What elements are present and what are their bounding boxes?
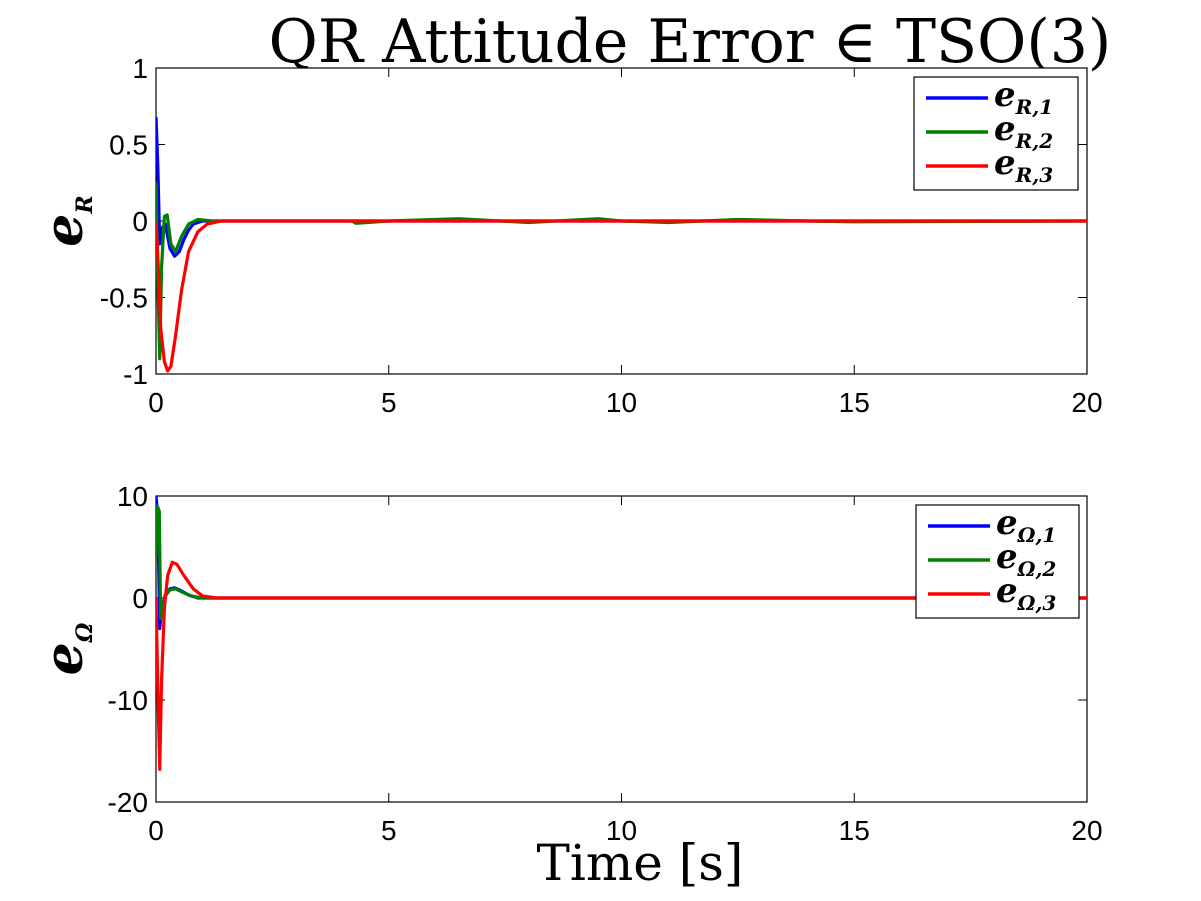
- legend-label: eΩ,2: [996, 537, 1056, 581]
- series-line-1: [156, 116, 1087, 258]
- series-line-2: [156, 504, 1087, 621]
- legend-label: eR,2: [994, 109, 1053, 153]
- x-tick-label: 15: [839, 387, 870, 418]
- legend-label: eR,1: [994, 75, 1053, 119]
- legend-label: eΩ,3: [996, 571, 1056, 615]
- figure-title: QR Attitude Error ∈ TSO(3): [269, 7, 1112, 77]
- x-tick-label: 0: [148, 387, 164, 418]
- x-axis-label: Time [s]: [537, 834, 744, 892]
- legend-label: eΩ,1: [996, 503, 1056, 547]
- x-tick-label: 20: [1071, 387, 1102, 418]
- legend-box: [913, 76, 1079, 191]
- y-tick-label: -10: [108, 685, 148, 716]
- y-tick-label: -1: [123, 359, 148, 390]
- x-tick-label: 10: [606, 815, 637, 846]
- x-tick-label: 10: [606, 387, 637, 418]
- y-axis-label: eR: [34, 195, 98, 246]
- y-tick-label: 1: [132, 53, 148, 84]
- y-tick-label: -20: [108, 787, 148, 818]
- x-tick-label: 0: [148, 815, 164, 846]
- x-tick-label: 5: [381, 387, 397, 418]
- y-tick-label: 0: [132, 583, 148, 614]
- legend: eR,1eR,2eR,3: [913, 75, 1079, 191]
- x-tick-label: 20: [1071, 815, 1102, 846]
- y-tick-label: -0.5: [100, 283, 148, 314]
- series-line-3: [156, 219, 1087, 373]
- series-line-3: [156, 560, 1087, 771]
- panel-1: 0 5 10 15 20 -1 -0.5 0 0.5 1 eR eR,1eR,2eR,3: [34, 53, 1103, 418]
- legend-label: eR,3: [994, 143, 1053, 187]
- panel-2: 0 5 10 15 20 -20 -10 0 10 eΩ eΩ,1eΩ,2eΩ,3: [34, 481, 1103, 846]
- plot-panels: 0 5 10 15 20 -1 -0.5 0 0.5 1 eR eR,1eR,2eR,3 0 5 10 15 2…: [34, 53, 1103, 846]
- legend: eΩ,1eΩ,2eΩ,3: [915, 503, 1080, 619]
- x-tick-label: 15: [839, 815, 870, 846]
- y-tick-label: 0.5: [109, 130, 148, 161]
- y-axis-label: eΩ: [34, 622, 98, 675]
- y-tick-label: 10: [117, 481, 148, 512]
- x-tick-label: 5: [381, 815, 397, 846]
- y-tick-label: 0: [132, 206, 148, 237]
